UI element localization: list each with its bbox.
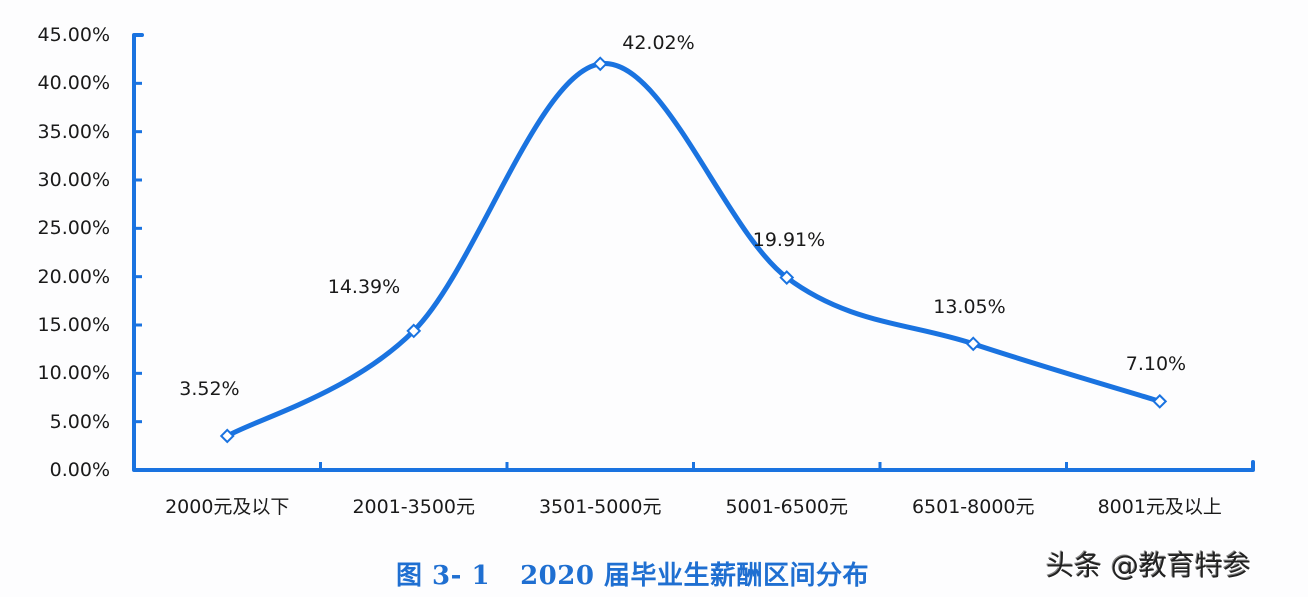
- chart-caption: 图 3- 1 2020 届毕业生薪酬区间分布: [396, 559, 869, 593]
- data-label: 3.52%: [179, 377, 240, 400]
- x-tick-label: 2000元及以下: [165, 496, 290, 518]
- y-tick-label: 15.00%: [37, 314, 110, 336]
- diamond-marker-icon: [965, 336, 981, 352]
- y-tick-label: 25.00%: [37, 217, 110, 240]
- y-tick-label: 0.00%: [49, 459, 110, 481]
- figure-number: 图 3- 1: [396, 561, 491, 591]
- diamond-marker-icon: [592, 56, 608, 72]
- chart-axes: [132, 33, 1255, 472]
- data-label: 14.39%: [327, 275, 401, 298]
- x-tick-label: 6501-8000元: [911, 496, 1035, 518]
- data-line: [224, 61, 1163, 439]
- data-label: 13.05%: [933, 295, 1006, 318]
- diamond-marker-icon: [1152, 393, 1168, 409]
- diamond-marker-icon: [219, 428, 235, 444]
- y-tick-label: 40.00%: [37, 72, 110, 95]
- y-tick-label: 45.00%: [37, 24, 110, 46]
- y-tick-label: 5.00%: [49, 410, 110, 433]
- diamond-marker-icon: [406, 323, 422, 339]
- diamond-marker-icon: [779, 270, 795, 285]
- x-tick-label: 5001-6500元: [725, 496, 849, 518]
- data-label: 7.10%: [1125, 353, 1187, 376]
- x-tick-label: 3501-5000元: [538, 496, 662, 518]
- x-tick-label: 8001元及以上: [1097, 496, 1222, 518]
- y-tick-label: 35.00%: [37, 120, 110, 143]
- x-tick-label: 2001-3500元: [352, 496, 476, 518]
- y-tick-label: 30.00%: [37, 169, 110, 191]
- data-markers: [219, 56, 1168, 444]
- y-tick-label: 20.00%: [37, 265, 110, 288]
- caption-text: 2020 届毕业生薪酬区间分布: [520, 561, 869, 591]
- data-label: 42.02%: [622, 31, 695, 54]
- watermark: 头条 @教育特参: [1046, 549, 1251, 582]
- data-label: 19.91%: [752, 228, 826, 251]
- y-tick-label: 10.00%: [37, 362, 110, 385]
